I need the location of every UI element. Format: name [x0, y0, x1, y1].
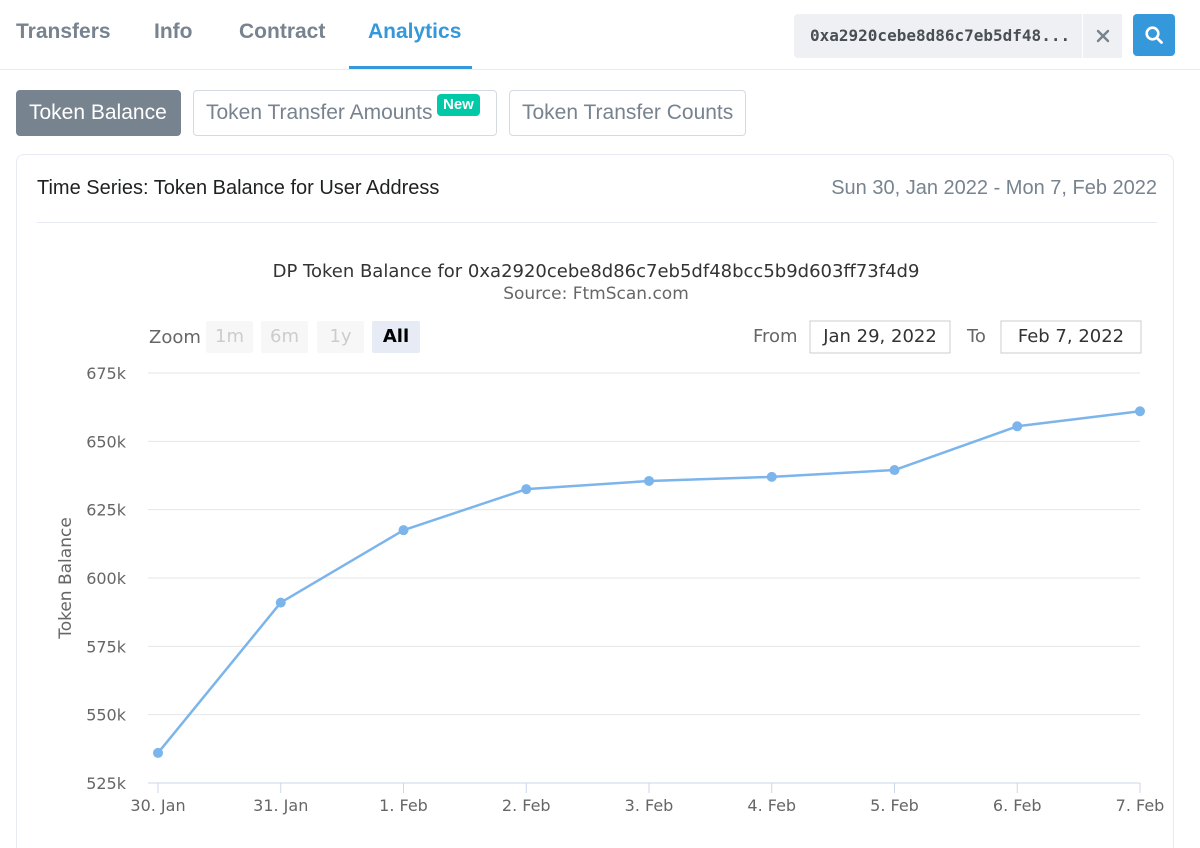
zoom-button-label: 1m: [215, 326, 244, 347]
from-date-value: Jan 29, 2022: [822, 326, 937, 347]
search-input[interactable]: 0xa2920cebe8d86c7eb5df48...: [794, 14, 1082, 58]
search-icon: [1145, 26, 1163, 44]
zoom-label: Zoom: [149, 327, 201, 348]
y-tick-label: 675k: [86, 364, 127, 383]
x-tick-label: 30. Jan: [130, 796, 185, 815]
chart-subtitle: Source: FtmScan.com: [503, 284, 689, 304]
subtab-token-transfer-counts[interactable]: Token Transfer Counts: [509, 90, 746, 136]
y-axis-title: Token Balance: [56, 517, 76, 640]
tab-contract[interactable]: Contract: [239, 20, 326, 43]
top-tab-bar: Transfers Info Contract Analytics 0xa292…: [0, 0, 1200, 70]
zoom-button-6m[interactable]: 6m: [261, 321, 308, 353]
y-tick-label: 600k: [86, 569, 127, 588]
data-point[interactable]: [766, 471, 777, 482]
x-axis-ticks: 30. Jan 31. Jan 1. Feb 2. Feb 3. Feb 4. Feb 5.…: [130, 783, 1164, 815]
x-tick-label: 1. Feb: [379, 796, 428, 815]
chart-card: Time Series: Token Balance for User Addr…: [16, 154, 1174, 848]
data-point[interactable]: [1012, 421, 1023, 432]
to-label: To: [966, 326, 986, 347]
y-tick-label: 650k: [86, 432, 127, 451]
card-title: Time Series: Token Balance for User Addr…: [37, 177, 440, 199]
tab-transfers[interactable]: Transfers: [16, 20, 111, 43]
x-tick-label: 3. Feb: [625, 796, 674, 815]
y-axis-ticks: 525k 550k 575k 600k 625k 650k 675k: [86, 364, 127, 793]
data-point[interactable]: [153, 747, 163, 758]
zoom-button-1m[interactable]: 1m: [206, 321, 253, 353]
to-date-value: Feb 7, 2022: [1018, 326, 1124, 347]
zoom-button-label: 1y: [329, 326, 351, 347]
y-tick-label: 625k: [86, 501, 127, 520]
card-header: Time Series: Token Balance for User Addr…: [37, 155, 1157, 223]
series-token-balance: [153, 406, 1145, 758]
search-input-value: 0xa2920cebe8d86c7eb5df48...: [810, 26, 1071, 45]
subtab-token-balance[interactable]: Token Balance: [16, 90, 181, 136]
data-point[interactable]: [521, 484, 532, 495]
x-tick-label: 4. Feb: [747, 796, 796, 815]
y-tick-label: 550k: [86, 706, 127, 725]
chart-title: DP Token Balance for 0xa2920cebe8d86c7eb…: [273, 261, 920, 282]
data-point[interactable]: [275, 597, 286, 608]
data-point[interactable]: [398, 525, 409, 536]
zoom-button-1y[interactable]: 1y: [317, 321, 364, 353]
data-point[interactable]: [644, 475, 654, 486]
x-tick-label: 6. Feb: [993, 796, 1042, 815]
y-tick-label: 525k: [86, 774, 127, 793]
active-tab-indicator: [349, 66, 472, 69]
data-point[interactable]: [1135, 406, 1145, 417]
from-label: From: [753, 326, 798, 347]
card-date-range: Sun 30, Jan 2022 - Mon 7, Feb 2022: [831, 177, 1157, 199]
search-button[interactable]: [1133, 14, 1175, 56]
new-badge: New: [437, 94, 480, 116]
subtab-label: Token Transfer Amounts: [206, 101, 433, 124]
close-icon: [1096, 29, 1109, 43]
data-point[interactable]: [889, 465, 900, 476]
zoom-button-all[interactable]: All: [372, 321, 420, 353]
y-tick-label: 575k: [86, 637, 127, 656]
x-tick-label: 5. Feb: [870, 796, 919, 815]
zoom-button-label: All: [383, 326, 409, 347]
x-tick-label: 2. Feb: [502, 796, 551, 815]
clear-search-button[interactable]: [1082, 14, 1122, 58]
chart-gridlines: [148, 372, 1140, 784]
zoom-button-label: 6m: [270, 326, 299, 347]
x-tick-label: 31. Jan: [253, 796, 308, 815]
to-date-input[interactable]: Feb 7, 2022: [1000, 320, 1142, 354]
x-tick-label: 7. Feb: [1116, 796, 1165, 815]
from-date-input[interactable]: Jan 29, 2022: [809, 320, 951, 354]
tab-analytics[interactable]: Analytics: [368, 20, 462, 43]
tab-info[interactable]: Info: [154, 20, 193, 43]
series-line: [157, 410, 1141, 754]
